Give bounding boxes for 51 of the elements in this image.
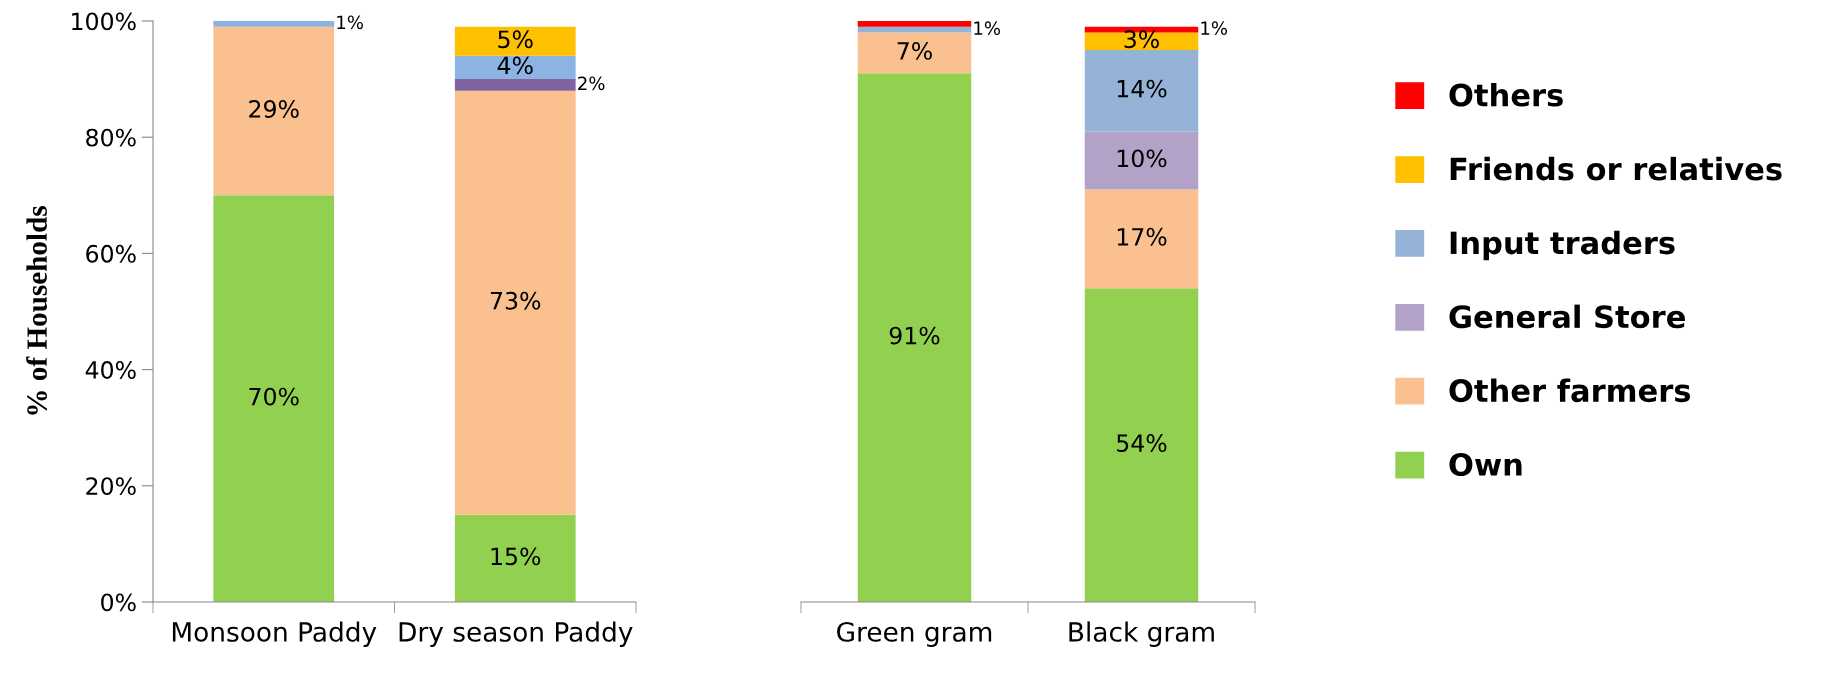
data-label: 70% (249, 387, 299, 406)
bar (1084, 288, 1199, 602)
bar (454, 26, 576, 56)
data-label: 17% (1117, 227, 1167, 246)
data-label: 10% (1117, 149, 1167, 168)
bar (857, 73, 972, 602)
y-tick-label: 20% (86, 477, 136, 496)
bar (1084, 131, 1199, 190)
y-tick-label: 80% (86, 128, 136, 147)
data-label: 1% (337, 15, 363, 30)
bar (454, 55, 576, 80)
bar (857, 32, 972, 74)
legend-label: Other farmers (1449, 378, 1691, 403)
data-label: 7% (897, 41, 932, 60)
data-label: 2% (578, 76, 605, 91)
bar (1084, 189, 1199, 289)
bar (454, 514, 576, 602)
data-label: 1% (974, 21, 1001, 35)
legend-label: Input traders (1450, 230, 1675, 261)
bar (213, 195, 335, 602)
legend-label: Friends or relatives (1450, 156, 1782, 181)
x-tick-label: Black gram (1069, 621, 1214, 647)
y-tick-label: 100% (72, 12, 136, 31)
data-label: 14% (1117, 79, 1167, 98)
data-label: 1% (1201, 21, 1228, 35)
bar (454, 79, 576, 91)
bar (454, 90, 576, 515)
legend-label: Others (1449, 82, 1563, 107)
data-label: 15% (491, 547, 541, 566)
data-label: 4% (497, 56, 533, 75)
data-label: 5% (498, 30, 533, 49)
bar (213, 26, 335, 196)
y-tick-label: 0% (101, 593, 136, 612)
y-tick-label: 40% (85, 361, 136, 379)
data-label: 54% (1117, 434, 1167, 452)
bar (1084, 50, 1199, 132)
data-label: 29% (249, 100, 299, 118)
x-tick-label: Green gram (837, 621, 992, 647)
x-tick-label: Monsoon Paddy (172, 621, 377, 647)
y-tick-label: 60% (86, 244, 136, 263)
bar (213, 21, 335, 27)
bar (857, 26, 972, 33)
data-label: 73% (490, 291, 541, 310)
legend-label: Own (1449, 452, 1522, 477)
x-tick-label: Dry season Paddy (399, 621, 633, 647)
data-label: 3% (1124, 30, 1159, 49)
bar (857, 21, 972, 27)
data-label: 91% (889, 326, 940, 345)
y-axis-title: % of Households (26, 206, 48, 415)
bar (1084, 32, 1199, 51)
legend-label: General Store (1449, 304, 1685, 329)
